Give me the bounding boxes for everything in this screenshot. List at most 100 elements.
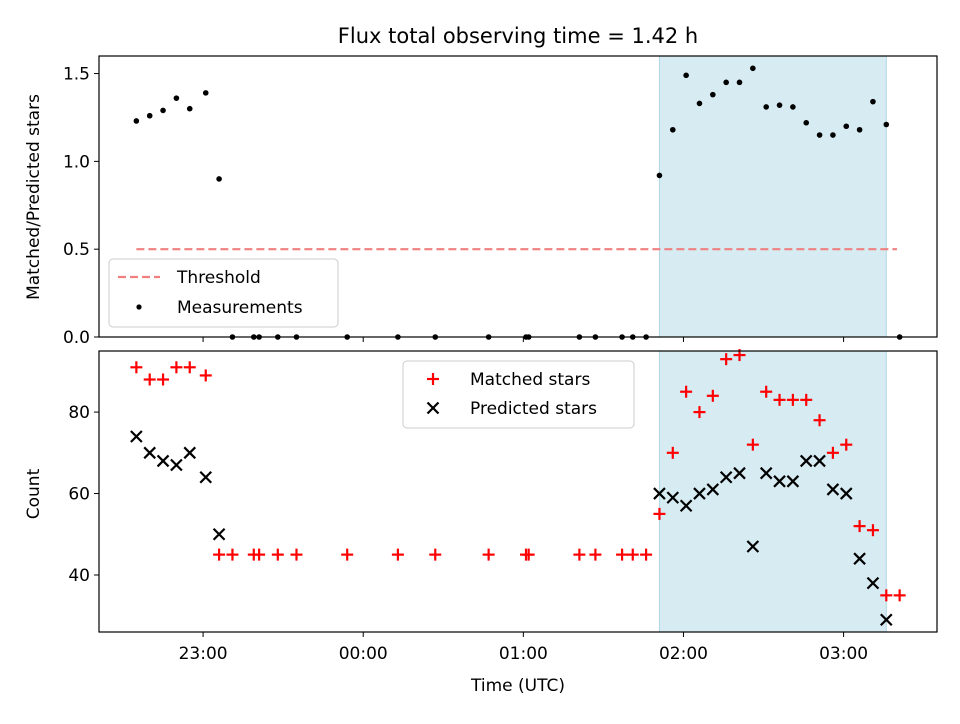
predicted-star-point [826,483,840,496]
measurement-point [160,107,166,114]
threshold-legend-label: Threshold [176,268,261,288]
y-tick-label: 0.5 [63,240,90,260]
measurement-point [656,172,663,179]
matched-star-point [522,548,535,561]
matched-star-point [130,361,143,374]
matched-star-point [826,446,839,459]
predicted-star-point [853,552,866,565]
predicted-legend-marker [426,401,440,415]
matched-star-point [341,548,354,561]
ratio-panel: 0.0 0.5 1.0 1.5 Matched/Predicted stars Thr… [24,55,938,348]
matched-star-point [893,589,906,602]
measurement-point [856,126,863,133]
predicted-star-point [839,487,853,500]
predicted-star-point [143,446,156,460]
matched-star-point [880,589,893,602]
measurement-point [173,95,180,101]
measurement-point [146,112,153,119]
bottom-axes-frame [98,350,938,633]
matched-star-point [482,548,495,561]
measurements-legend-label: Measurements [177,298,303,318]
count-panel: 40 60 80 23:00 00:00 01:00 02:00 03:00 Count M… [24,349,938,664]
matched-star-point [253,548,266,561]
x-tick-label: 02:00 [659,644,708,664]
matched-star-point [170,361,183,374]
predicted-star-point [693,487,706,500]
y-tick-label: 1.5 [63,65,90,85]
predicted-star-point [813,454,826,468]
measurement-point [710,91,716,98]
matched-star-point [760,385,773,398]
measurements-legend-swatch [136,304,142,310]
matched-star-point [746,438,759,451]
matched-star-point [680,385,693,398]
predicted-star-point [880,613,893,627]
matched-star-point [626,548,639,561]
matched-legend-label: Matched stars [470,370,590,390]
y-tick-label: 80 [68,403,90,423]
predicted-legend-swatch [426,401,440,415]
measurement-point [696,100,703,107]
x-tick-label: 23:00 [179,644,228,664]
matched-star-point [616,548,629,561]
matched-star-point [706,389,719,402]
measurement-point [830,132,836,138]
predicted-star-point [183,446,197,460]
predicted-star-point [773,475,786,488]
bottom-highlight-span [658,350,887,633]
measurement-point [723,79,729,86]
measurement-point [883,121,890,128]
matched-star-point [786,393,799,406]
matched-star-point [840,438,853,451]
predicted-star-point [212,527,226,541]
x-axis-label: Time (UTC) [470,676,565,696]
predicted-star-point [170,458,183,472]
measurement-point [816,132,823,138]
predicted-star-point [706,483,720,496]
matched-star-point [290,548,303,561]
matched-star-point [573,548,586,561]
matched-star-point [720,353,733,366]
y-tick-label: 1.0 [63,152,90,172]
predicted-legend-label: Predicted stars [470,399,597,419]
predicted-star-point [156,454,170,468]
matched-star-point [213,548,226,561]
top-y-axis-label: Matched/Predicted stars [24,94,44,300]
predicted-star-point [733,466,746,480]
matched-legend-swatch [427,373,439,385]
matched-star-point [866,524,879,537]
predicted-star-point [799,454,813,468]
matched-star-point [640,548,653,561]
predicted-star-point [786,475,800,488]
top-legend-box [108,258,339,328]
x-tick-label: 00:00 [339,644,388,664]
measurement-point [776,102,783,108]
matched-star-point [800,393,813,406]
x-tick-label: 01:00 [499,644,548,664]
matched-star-point [429,548,442,561]
measurement-point [763,104,769,110]
measurement-point [683,72,689,79]
predicted-star-point [746,540,760,553]
predicted-star-point [759,466,773,480]
bottom-legend-box [402,360,635,429]
top-highlight-span [658,55,887,338]
measurement-point [186,105,193,112]
y-tick-label: 0.0 [63,328,90,348]
predicted-star-point [130,430,143,443]
predicted-star-point [866,576,880,590]
matched-star-point [183,361,196,374]
top-legend: Threshold Measurements [108,258,339,328]
measurement-point [216,176,222,182]
bottom-y-axis-label: Count [24,468,44,519]
figure-title: Flux total observing time = 1.42 h [338,24,698,48]
predicted-star-point [719,470,733,484]
matched-star-point [653,507,666,520]
matched-star-point [391,548,404,561]
y-tick-label: 40 [68,566,90,586]
matched-star-point [813,414,826,427]
y-tick-label: 60 [68,485,90,505]
matched-star-point [271,548,284,561]
matched-legend-marker [427,373,439,385]
